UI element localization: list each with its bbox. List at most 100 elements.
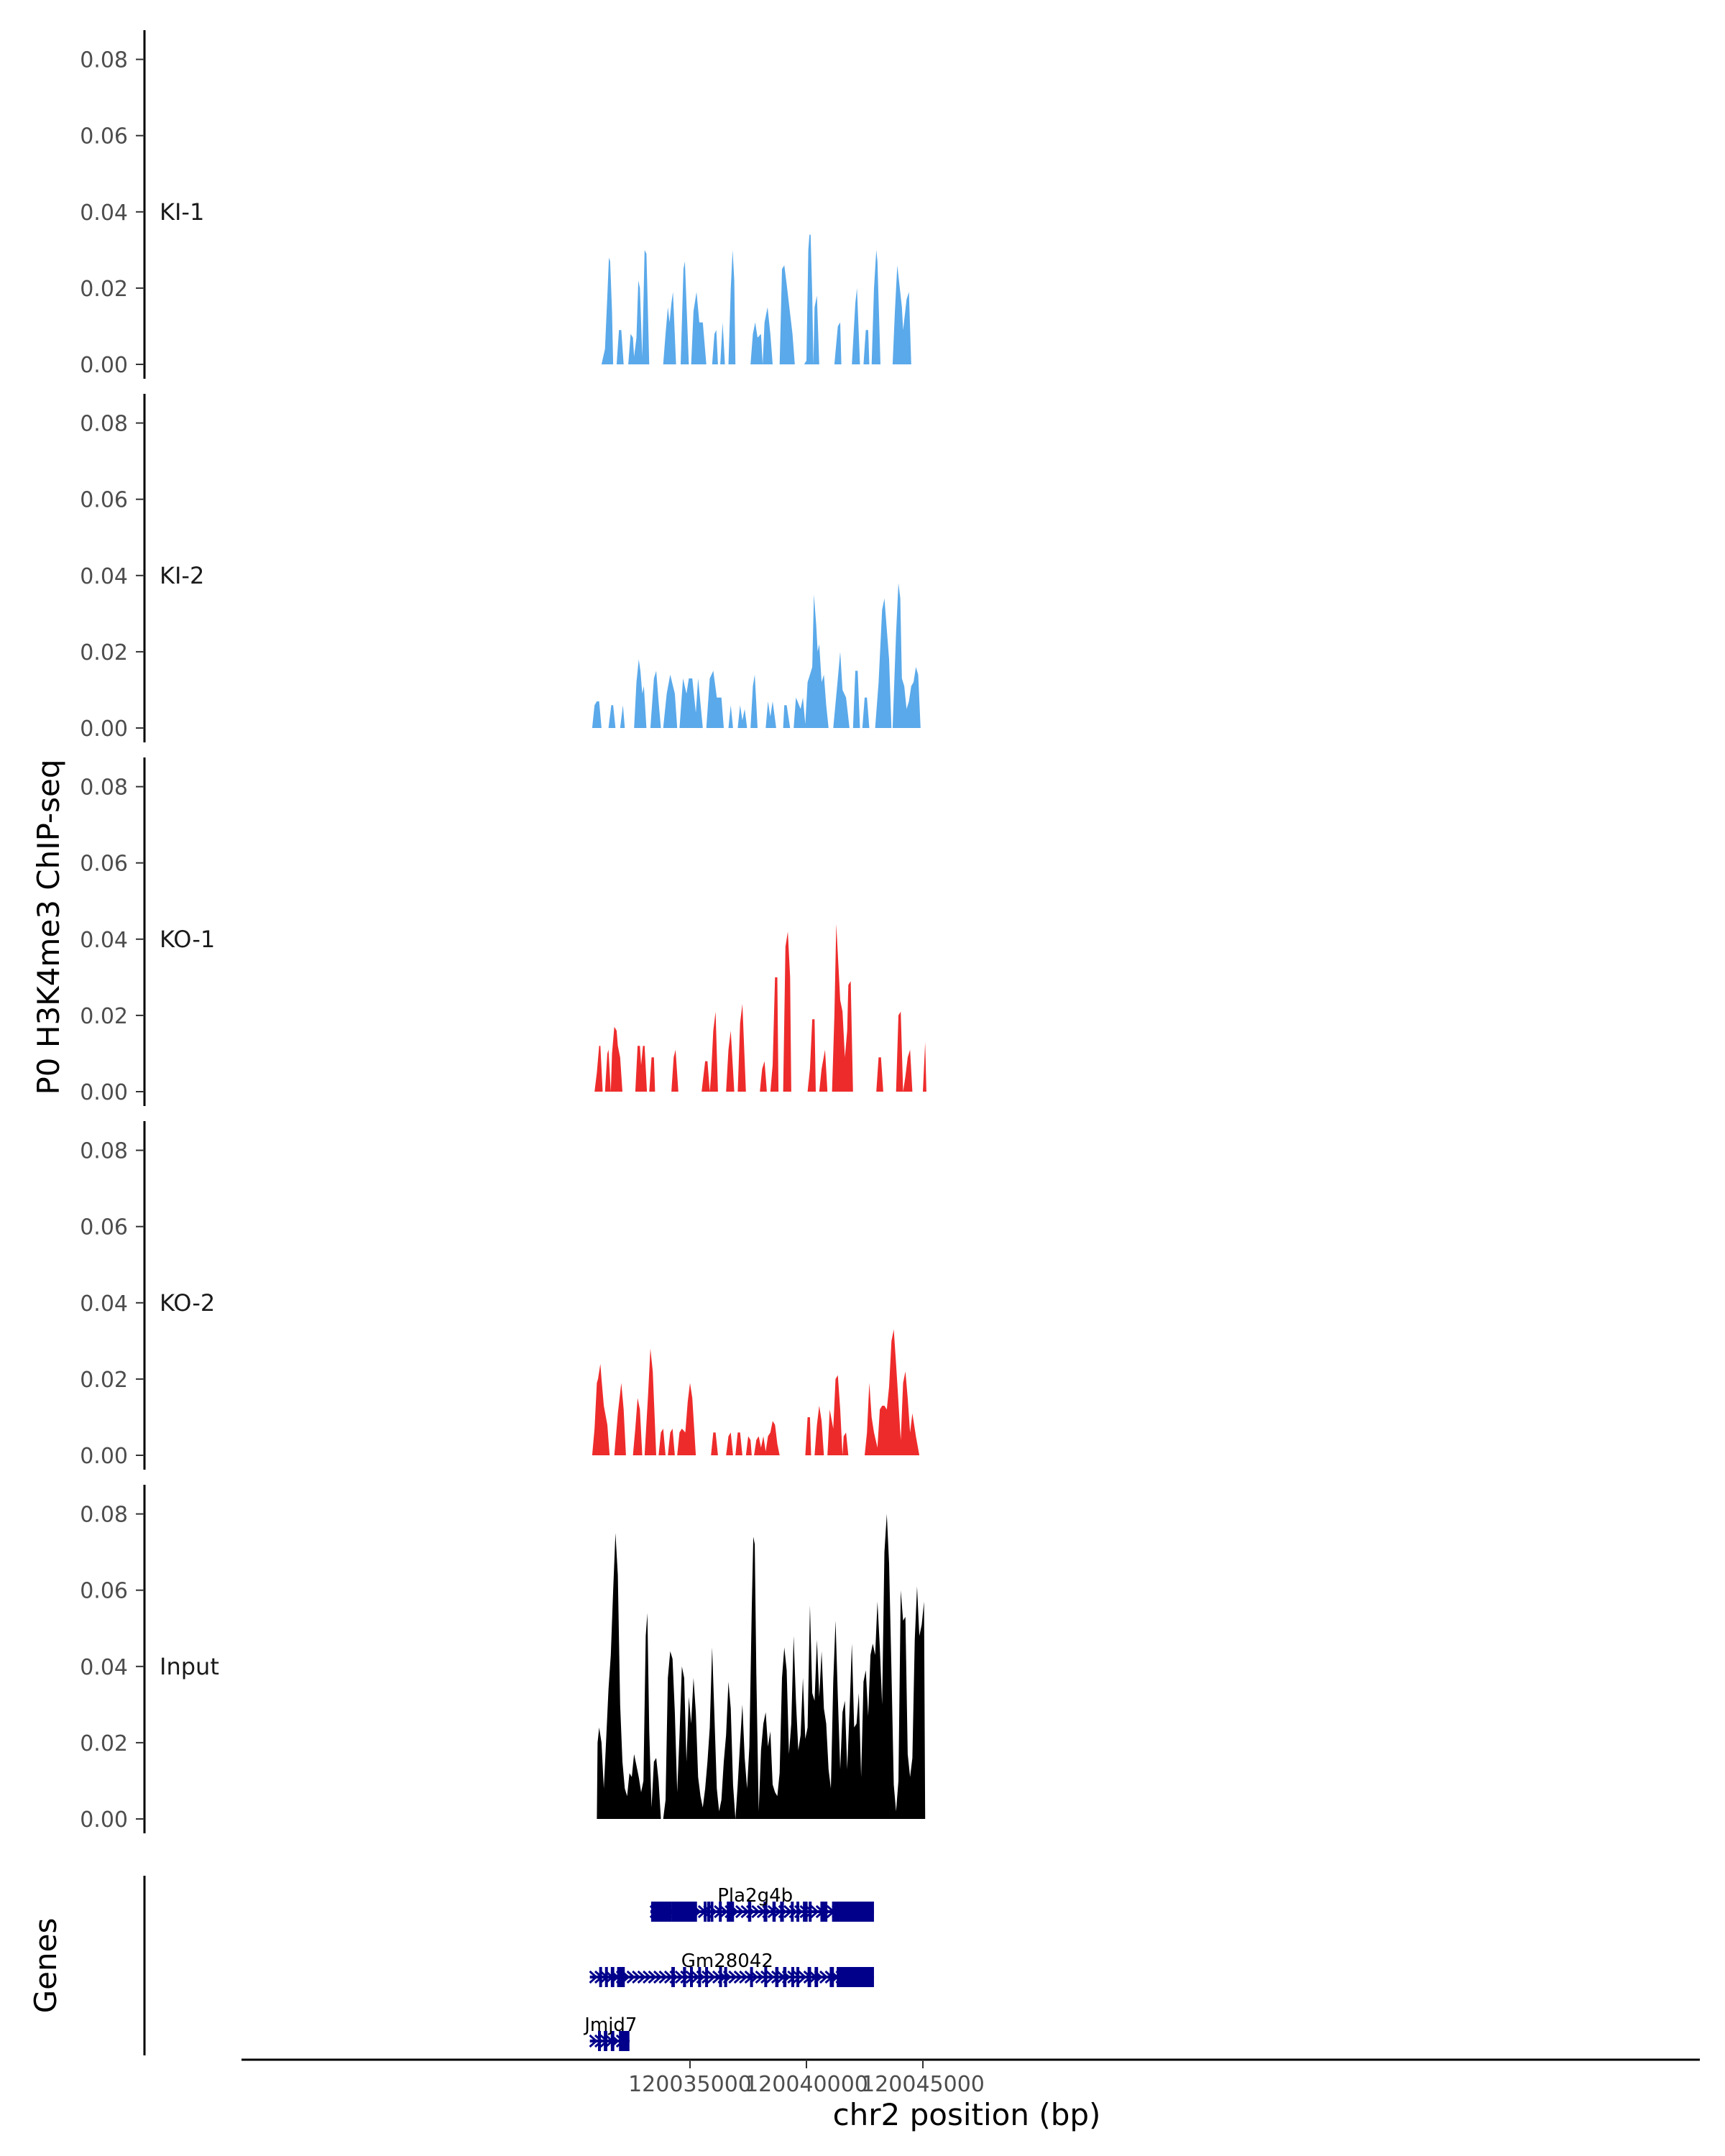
y-tick-label: 0.06 xyxy=(80,124,128,149)
y-tick-label: 0.08 xyxy=(80,412,128,437)
y-tick-label: 0.04 xyxy=(80,1655,128,1680)
strand-arrow xyxy=(691,1970,700,1984)
gene-exon xyxy=(619,2031,630,2051)
gene-exon xyxy=(610,1967,615,1987)
y-tick-label: 0.04 xyxy=(80,1291,128,1317)
y-tick-label: 0.02 xyxy=(80,1368,128,1393)
gene-exon xyxy=(604,1967,608,1987)
gene-exon xyxy=(690,1967,693,1987)
track-label: Input xyxy=(160,1653,219,1680)
gene-exon xyxy=(763,1902,768,1922)
gene-exon xyxy=(791,1902,794,1922)
y-tick-label: 0.08 xyxy=(80,1139,128,1164)
strand-arrow xyxy=(798,1970,807,1984)
gene-exon xyxy=(671,1902,697,1922)
y-tick-label: 0.02 xyxy=(80,277,128,302)
gene-exon xyxy=(807,1967,811,1987)
gene-exon xyxy=(724,1967,727,1987)
gene-exon xyxy=(719,1967,722,1987)
y-tick-label: 0.00 xyxy=(80,1080,128,1105)
gene-label: Pla2g4b xyxy=(717,1885,793,1907)
track-ki-2: 0.00 0.02 0.04 0.06 0.08 KI-2 xyxy=(80,394,921,742)
gene-exon xyxy=(650,1902,672,1922)
strand-arrow xyxy=(658,1970,668,1984)
gene-label: Gm28042 xyxy=(681,1950,773,1972)
gene-jmjd7: Jmjd7 xyxy=(583,2014,637,2051)
gene-exon xyxy=(775,1967,779,1987)
y-tick-label: 0.08 xyxy=(80,1503,128,1528)
y-tick-label: 0.02 xyxy=(80,640,128,665)
strand-arrow xyxy=(653,1970,663,1984)
gene-exon xyxy=(829,1967,834,1987)
gene-exon xyxy=(710,1902,714,1922)
y-tick-label: 0.06 xyxy=(80,1215,128,1240)
track-label: KI-1 xyxy=(160,198,204,226)
gene-exon xyxy=(780,1902,784,1922)
strand-arrow xyxy=(783,1904,793,1919)
gene-exon xyxy=(719,1902,722,1922)
signal-area-ki-2 xyxy=(592,583,921,728)
strand-arrow xyxy=(735,1904,745,1919)
strand-arrow xyxy=(755,1970,764,1984)
strand-arrow xyxy=(733,1970,742,1984)
x-tick-label: 120045000 xyxy=(861,2072,985,2097)
gene-gm28042: Gm28042 xyxy=(589,1950,874,1987)
y-tick-label: 0.06 xyxy=(80,488,128,513)
y-tick-label: 0.04 xyxy=(80,928,128,953)
track-label: KI-2 xyxy=(160,562,204,589)
gene-exon xyxy=(796,1967,800,1987)
gene-exon xyxy=(772,1902,776,1922)
strand-arrow xyxy=(643,1970,652,1984)
gene-exon xyxy=(832,1902,840,1922)
y-tick-label: 0.00 xyxy=(80,1444,128,1469)
y-tick-label: 0.02 xyxy=(80,1004,128,1029)
gene-label: Jmjd7 xyxy=(583,2014,637,2036)
strand-arrow xyxy=(719,1904,728,1919)
y-tick-label: 0.00 xyxy=(80,353,128,378)
strand-arrow xyxy=(589,2034,598,2048)
strand-arrow xyxy=(632,1970,641,1984)
chip-seq-panels: 0.00 0.02 0.04 0.06 0.08 KI-1 0.00 0.02 0.04 0.06… xyxy=(80,30,926,1833)
y-tick-label: 0.00 xyxy=(80,717,128,742)
strand-arrow xyxy=(626,1970,635,1984)
strand-arrow xyxy=(663,1970,673,1984)
gene-exon xyxy=(803,1902,808,1922)
strand-arrow xyxy=(787,1970,796,1984)
track-label: KO-2 xyxy=(160,1289,215,1317)
strand-arrow xyxy=(680,1970,689,1984)
gene-exon xyxy=(598,2031,602,2051)
gene-exon xyxy=(791,1967,794,1987)
track-input: 0.00 0.02 0.04 0.06 0.08 Input xyxy=(80,1485,926,1833)
gene-exon xyxy=(748,1902,752,1922)
signal-area-input xyxy=(597,1514,926,1819)
signal-area-ki-1 xyxy=(601,234,911,364)
strand-arrow xyxy=(751,1904,760,1919)
gene-exon xyxy=(750,1967,753,1987)
gene-exon xyxy=(617,1967,625,1987)
gene-exon xyxy=(837,1967,874,1987)
strand-arrow xyxy=(648,1970,657,1984)
strand-arrow xyxy=(810,1904,819,1919)
y-tick-label: 0.06 xyxy=(80,1579,128,1604)
strand-arrow xyxy=(792,1970,801,1984)
genes-axis-title: Genes xyxy=(28,1918,63,2014)
track-ko-2: 0.00 0.02 0.04 0.06 0.08 KO-2 xyxy=(80,1121,920,1470)
strand-arrow xyxy=(740,1904,750,1919)
gene-exon xyxy=(698,1967,702,1987)
track-ki-1: 0.00 0.02 0.04 0.06 0.08 KI-1 xyxy=(80,30,911,379)
y-tick-label: 0.06 xyxy=(80,852,128,877)
gene-exon xyxy=(610,2031,615,2051)
strand-arrow xyxy=(674,1970,684,1984)
gene-exon xyxy=(705,1967,709,1987)
gene-exon xyxy=(604,2031,607,2051)
signal-area-ko-1 xyxy=(594,923,926,1092)
gene-exon xyxy=(727,1902,735,1922)
gene-exon xyxy=(707,1902,710,1922)
x-tick-label: 120040000 xyxy=(745,2072,868,2097)
strand-arrow xyxy=(594,2034,604,2048)
x-tick-label: 120035000 xyxy=(628,2072,752,2097)
y-tick-label: 0.04 xyxy=(80,564,128,589)
gene-exon xyxy=(820,1902,828,1922)
strand-arrow xyxy=(804,1904,814,1919)
